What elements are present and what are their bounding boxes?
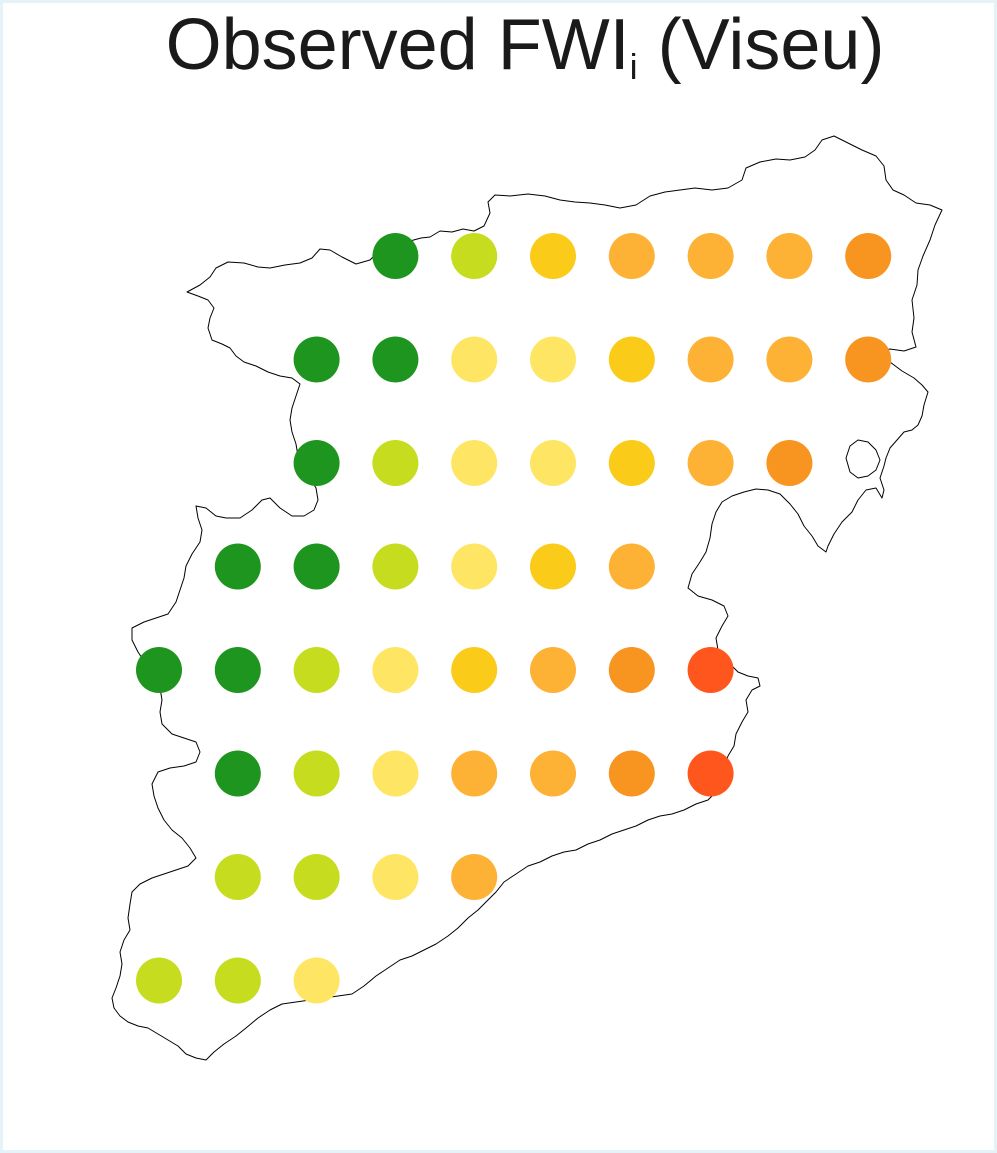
fwi-point-r2-c5: [451, 336, 498, 383]
fwi-point-r7-c2: [214, 854, 261, 900]
fwi-point-r2-c9: [766, 336, 813, 383]
fwi-point-r7-c3: [293, 854, 340, 900]
fwi-point-r8-c2: [214, 957, 261, 1004]
fwi-point-r5-c5: [451, 647, 498, 693]
fwi-point-r2-c8: [687, 336, 734, 383]
viseu-enclave-outline: [845, 439, 881, 479]
fwi-point-r2-c3: [293, 336, 340, 383]
fwi-point-r5-c6: [530, 647, 576, 693]
fwi-point-r4-c2: [214, 543, 261, 590]
map-title-subscript: i: [629, 46, 638, 87]
fwi-point-r1-c4: [372, 233, 419, 279]
fwi-point-r6-c7: [608, 750, 655, 797]
fwi-point-r2-c4: [372, 336, 419, 383]
fwi-point-r3-c3: [293, 440, 340, 486]
fwi-point-r3-c9: [766, 440, 813, 486]
fwi-point-r2-c10: [845, 336, 892, 383]
fwi-point-r1-c5: [451, 233, 498, 279]
fwi-point-r3-c6: [530, 440, 576, 486]
fwi-point-r1-c6: [530, 233, 576, 279]
fwi-point-r5-c3: [293, 647, 340, 693]
fwi-point-r3-c5: [451, 440, 498, 486]
fwi-point-r4-c4: [372, 543, 419, 590]
fwi-point-r8-c3: [293, 957, 340, 1004]
fwi-point-r4-c5: [451, 543, 498, 590]
fwi-point-r5-c7: [608, 647, 655, 693]
fwi-point-r5-c4: [372, 647, 419, 693]
map-title-suffix: (Viseu): [637, 5, 885, 85]
fwi-point-r1-c10: [845, 233, 892, 279]
fwi-point-r7-c4: [372, 854, 419, 900]
map-title: Observed FWIi (Viseu): [0, 2, 997, 88]
fwi-point-r4-c6: [530, 543, 576, 590]
fwi-point-r5-c1: [136, 647, 182, 693]
fwi-point-r6-c2: [214, 750, 261, 797]
fwi-point-r1-c8: [687, 233, 734, 279]
fwi-point-r8-c1: [136, 957, 182, 1004]
fwi-point-r6-c3: [293, 750, 340, 797]
fwi-point-r3-c4: [372, 440, 419, 486]
viseu-district-outline: [111, 135, 943, 1061]
fwi-point-r5-c2: [214, 647, 261, 693]
fwi-point-r6-c5: [451, 750, 498, 797]
fwi-point-r6-c4: [372, 750, 419, 797]
fwi-point-r2-c6: [530, 336, 576, 383]
fwi-point-r4-c3: [293, 543, 340, 590]
fwi-point-r1-c7: [608, 233, 655, 279]
fwi-point-r6-c6: [530, 750, 576, 797]
fwi-point-r5-c8: [687, 647, 734, 693]
fwi-point-r3-c8: [687, 440, 734, 486]
fwi-point-r3-c7: [608, 440, 655, 486]
fwi-point-r7-c5: [451, 854, 498, 900]
fwi-points: [136, 233, 892, 1004]
fwi-point-r6-c8: [687, 750, 734, 797]
fwi-point-r1-c9: [766, 233, 813, 279]
fwi-point-r4-c7: [608, 543, 655, 590]
fwi-point-r2-c7: [608, 336, 655, 383]
map-title-main: Observed FWI: [165, 5, 630, 85]
